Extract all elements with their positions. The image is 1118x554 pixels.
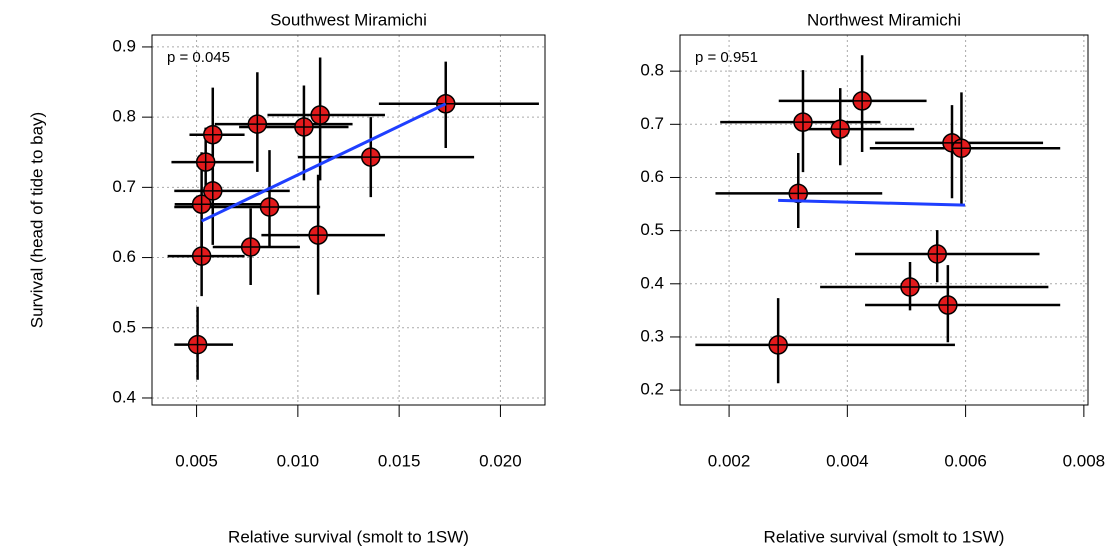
x-tick-label: 0.015 — [378, 451, 421, 470]
point-cross — [831, 120, 850, 139]
x-tick-label: 0.006 — [944, 451, 987, 470]
chart-title: Northwest Miramichi — [807, 10, 961, 29]
x-tick-label: 0.008 — [1063, 451, 1106, 470]
point-cross — [853, 91, 872, 110]
y-tick-label: 0.7 — [112, 177, 136, 196]
point-cross — [203, 181, 222, 200]
x-tick-label: 0.005 — [175, 451, 218, 470]
y-tick-label: 0.6 — [640, 167, 664, 186]
point-cross — [928, 245, 947, 264]
y-tick-label: 0.3 — [640, 326, 664, 345]
point-cross — [203, 125, 222, 144]
x-tick-label: 0.002 — [708, 451, 751, 470]
y-tick-label: 0.5 — [640, 220, 664, 239]
point-cross — [938, 296, 957, 315]
y-tick-label: 0.7 — [640, 114, 664, 133]
point-cross — [361, 148, 380, 167]
x-axis-label: Relative survival (smolt to 1SW) — [764, 527, 1005, 546]
y-tick-label: 0.4 — [112, 387, 136, 406]
point-cross — [196, 153, 215, 172]
y-tick-label: 0.5 — [112, 317, 136, 336]
x-tick-label: 0.020 — [479, 451, 522, 470]
point-cross — [769, 335, 788, 354]
point-cross — [309, 226, 328, 245]
point-cross — [311, 106, 330, 125]
y-axis-label: Survival (head of tide to bay) — [27, 112, 46, 328]
x-axis-label: Relative survival (smolt to 1SW) — [228, 527, 469, 546]
y-tick-label: 0.2 — [640, 380, 664, 399]
y-tick-label: 0.8 — [112, 107, 136, 126]
point-cross — [248, 115, 267, 134]
y-tick-label: 0.6 — [112, 247, 136, 266]
fit-line — [200, 102, 447, 223]
point-cross — [901, 277, 920, 296]
point-cross — [793, 113, 812, 132]
point-cross — [943, 133, 961, 152]
y-tick-label: 0.8 — [640, 61, 664, 80]
point-cross — [192, 195, 211, 214]
x-tick-label: 0.004 — [826, 451, 869, 470]
y-tick-label: 0.9 — [112, 36, 136, 55]
point-cross — [241, 238, 260, 257]
y-tick-label: 0.4 — [640, 273, 664, 292]
plot-frame — [679, 34, 1089, 406]
point-cross — [294, 117, 313, 136]
point-cross — [260, 198, 279, 217]
annotation: p = 0.045 — [167, 49, 230, 66]
annotation: p = 0.951 — [695, 49, 758, 66]
chart-title: Southwest Miramichi — [270, 10, 427, 29]
x-tick-label: 0.010 — [277, 451, 320, 470]
plot-frame — [151, 34, 546, 406]
point-cross — [192, 247, 211, 266]
fit-line — [778, 198, 966, 207]
point-cross — [952, 139, 971, 158]
point-cross — [188, 335, 207, 354]
